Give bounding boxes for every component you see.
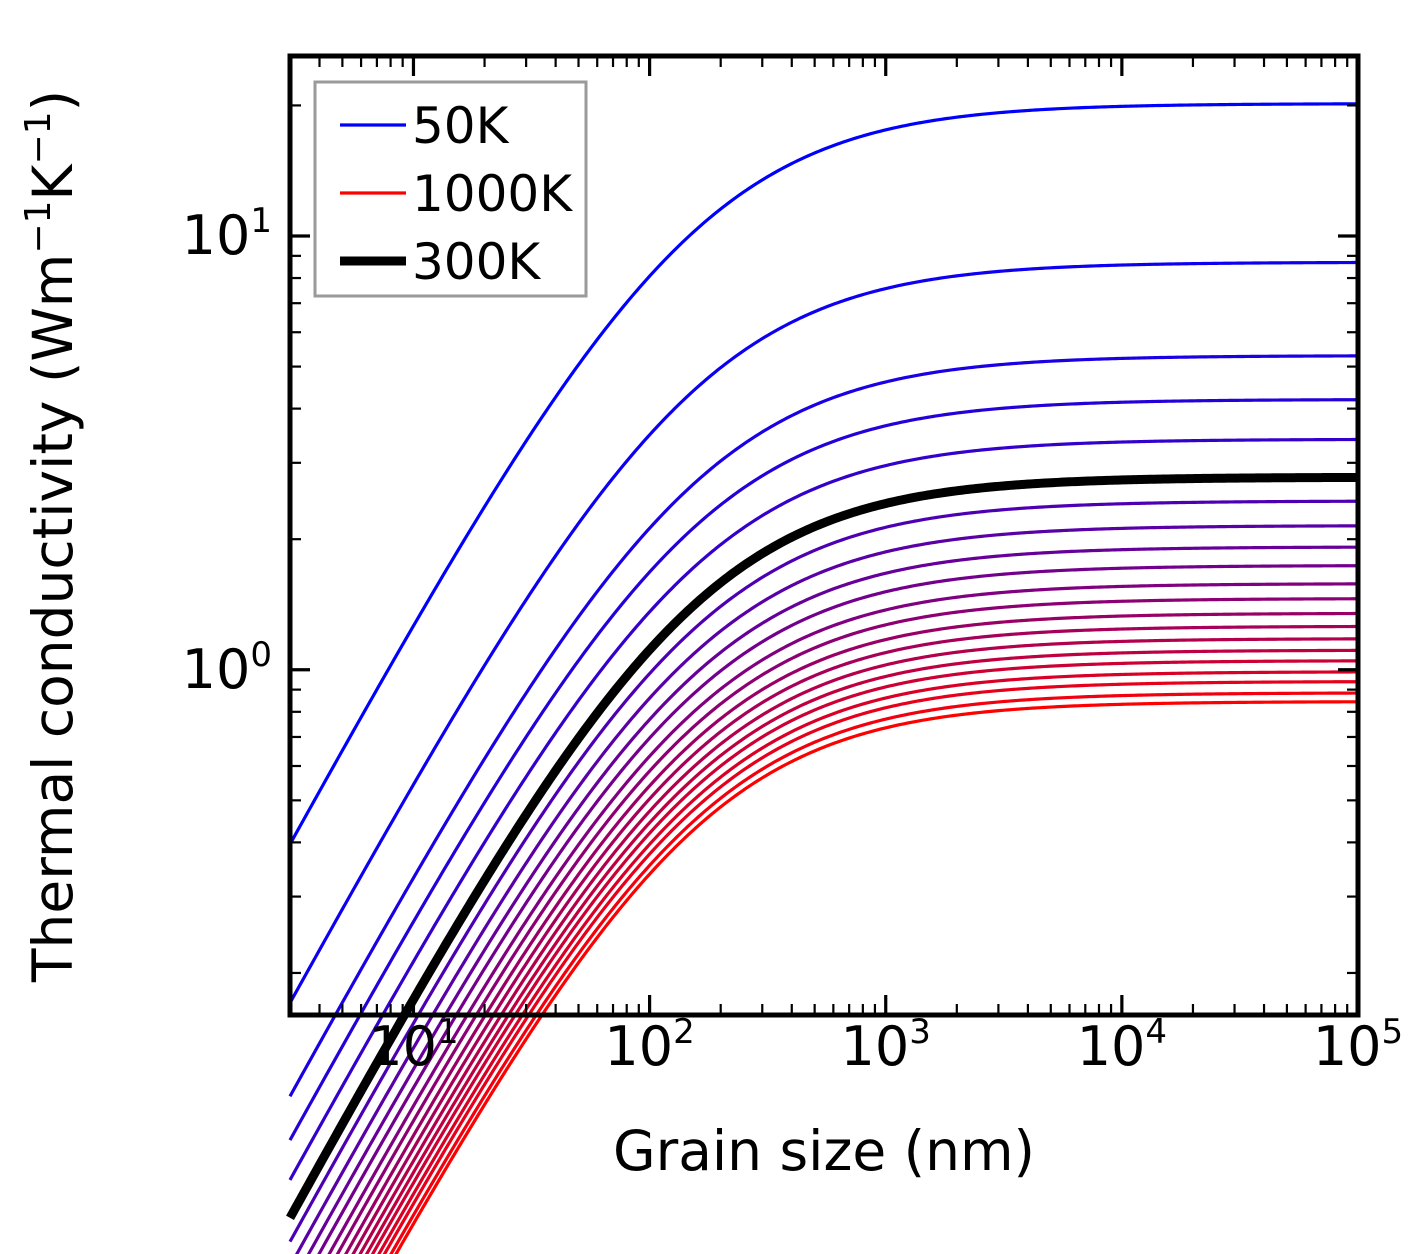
- curve-850k: [370, 659, 1359, 1254]
- legend[interactable]: 50K 1000K 300K: [313, 80, 588, 298]
- x-tick-label: 101: [368, 1012, 458, 1078]
- y-tick-label: 100: [182, 635, 272, 701]
- curve-150k: [288, 354, 1358, 1098]
- legend-label-50k: 50K: [412, 97, 510, 155]
- curve-200k: [288, 398, 1359, 1141]
- curve-450k: [306, 545, 1358, 1254]
- x-tick-label: 104: [1077, 1012, 1167, 1078]
- curve-800k: [364, 648, 1359, 1254]
- legend-label-300k: 300K: [412, 233, 541, 291]
- curve-50k: [288, 102, 1359, 846]
- curve-500k: [317, 564, 1359, 1254]
- curve-600k: [335, 597, 1359, 1254]
- plot-frame: [287, 53, 1361, 1018]
- y-axis-label: Thermal conductivity (Wm−1K−1): [18, 90, 85, 983]
- curve-100k: [288, 260, 1359, 1004]
- curve-250k: [288, 437, 1359, 1181]
- x-tick-label: 102: [604, 1012, 694, 1078]
- x-tick-label: 103: [841, 1012, 931, 1078]
- legend-label-1000k: 1000K: [412, 165, 573, 223]
- curve-900k: [377, 670, 1358, 1254]
- y-axis-tick-labels: 100 101: [182, 201, 272, 701]
- y-tick-label: 101: [182, 201, 272, 267]
- curve-750k: [358, 637, 1359, 1254]
- curve-1050k: [394, 700, 1359, 1254]
- curve-950k: [382, 680, 1359, 1254]
- curve-300k: [286, 472, 1360, 1221]
- curve-350k: [288, 499, 1358, 1243]
- curve-700k: [351, 624, 1358, 1254]
- x-axis-label: Grain size (nm): [613, 1119, 1035, 1183]
- curves-layer: [286, 102, 1360, 1254]
- curve-1000k: [389, 691, 1359, 1254]
- curve-400k: [294, 524, 1359, 1254]
- curve-650k: [344, 611, 1359, 1254]
- x-axis-tick-labels: 101 102 103 104 105: [368, 1012, 1403, 1078]
- x-tick-label: 105: [1313, 1012, 1403, 1078]
